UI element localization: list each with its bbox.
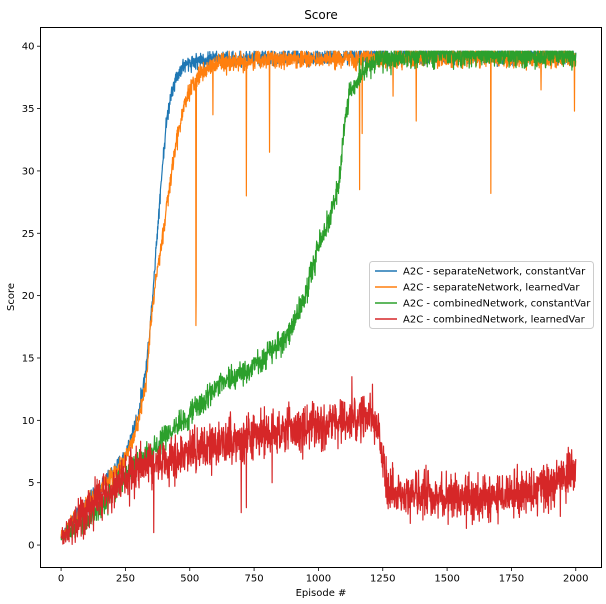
plot-lines bbox=[60, 50, 577, 545]
x-tick-label: 750 bbox=[245, 574, 264, 585]
legend: A2C - separateNetwork, constantVar A2C - … bbox=[369, 261, 594, 329]
y-tick-label: 25 bbox=[22, 229, 35, 240]
y-tick-label: 0 bbox=[28, 541, 34, 552]
chart-title: Score bbox=[304, 8, 338, 22]
y-tick-label: 30 bbox=[22, 166, 35, 177]
y-tick-label: 35 bbox=[22, 104, 35, 115]
x-tick-label: 1250 bbox=[370, 574, 395, 585]
x-tick-label: 250 bbox=[116, 574, 135, 585]
y-tick-label: 40 bbox=[22, 42, 35, 53]
legend-label: A2C - combinedNetwork, constantVar bbox=[403, 299, 591, 310]
x-tick-label: 1000 bbox=[306, 574, 331, 585]
x-tick-label: 0 bbox=[58, 574, 64, 585]
y-tick-label: 5 bbox=[28, 478, 34, 489]
plot-frame bbox=[40, 27, 602, 568]
legend-label: A2C - combinedNetwork, learnedVar bbox=[403, 315, 586, 326]
series-line-4 bbox=[60, 376, 577, 545]
x-tick-label: 1750 bbox=[499, 574, 524, 585]
x-tick-label: 1500 bbox=[434, 574, 459, 585]
y-axis-label: Score bbox=[6, 283, 17, 311]
series-line-3 bbox=[60, 50, 577, 541]
y-tick-label: 20 bbox=[22, 291, 35, 302]
legend-label: A2C - separateNetwork, constantVar bbox=[403, 267, 586, 278]
y-tick-label: 15 bbox=[22, 353, 35, 364]
x-axis-ticks: 0 250 500 750 1000 1250 1500 1750 2000 bbox=[58, 567, 588, 585]
x-tick-label: 2000 bbox=[563, 574, 588, 585]
legend-box bbox=[369, 261, 594, 329]
y-axis-ticks: 0 5 10 15 20 25 30 35 40 bbox=[22, 42, 41, 552]
legend-label: A2C - separateNetwork, learnedVar bbox=[403, 283, 580, 294]
y-tick-label: 10 bbox=[22, 416, 35, 427]
x-tick-label: 500 bbox=[180, 574, 199, 585]
x-axis-label: Episode # bbox=[296, 588, 347, 599]
